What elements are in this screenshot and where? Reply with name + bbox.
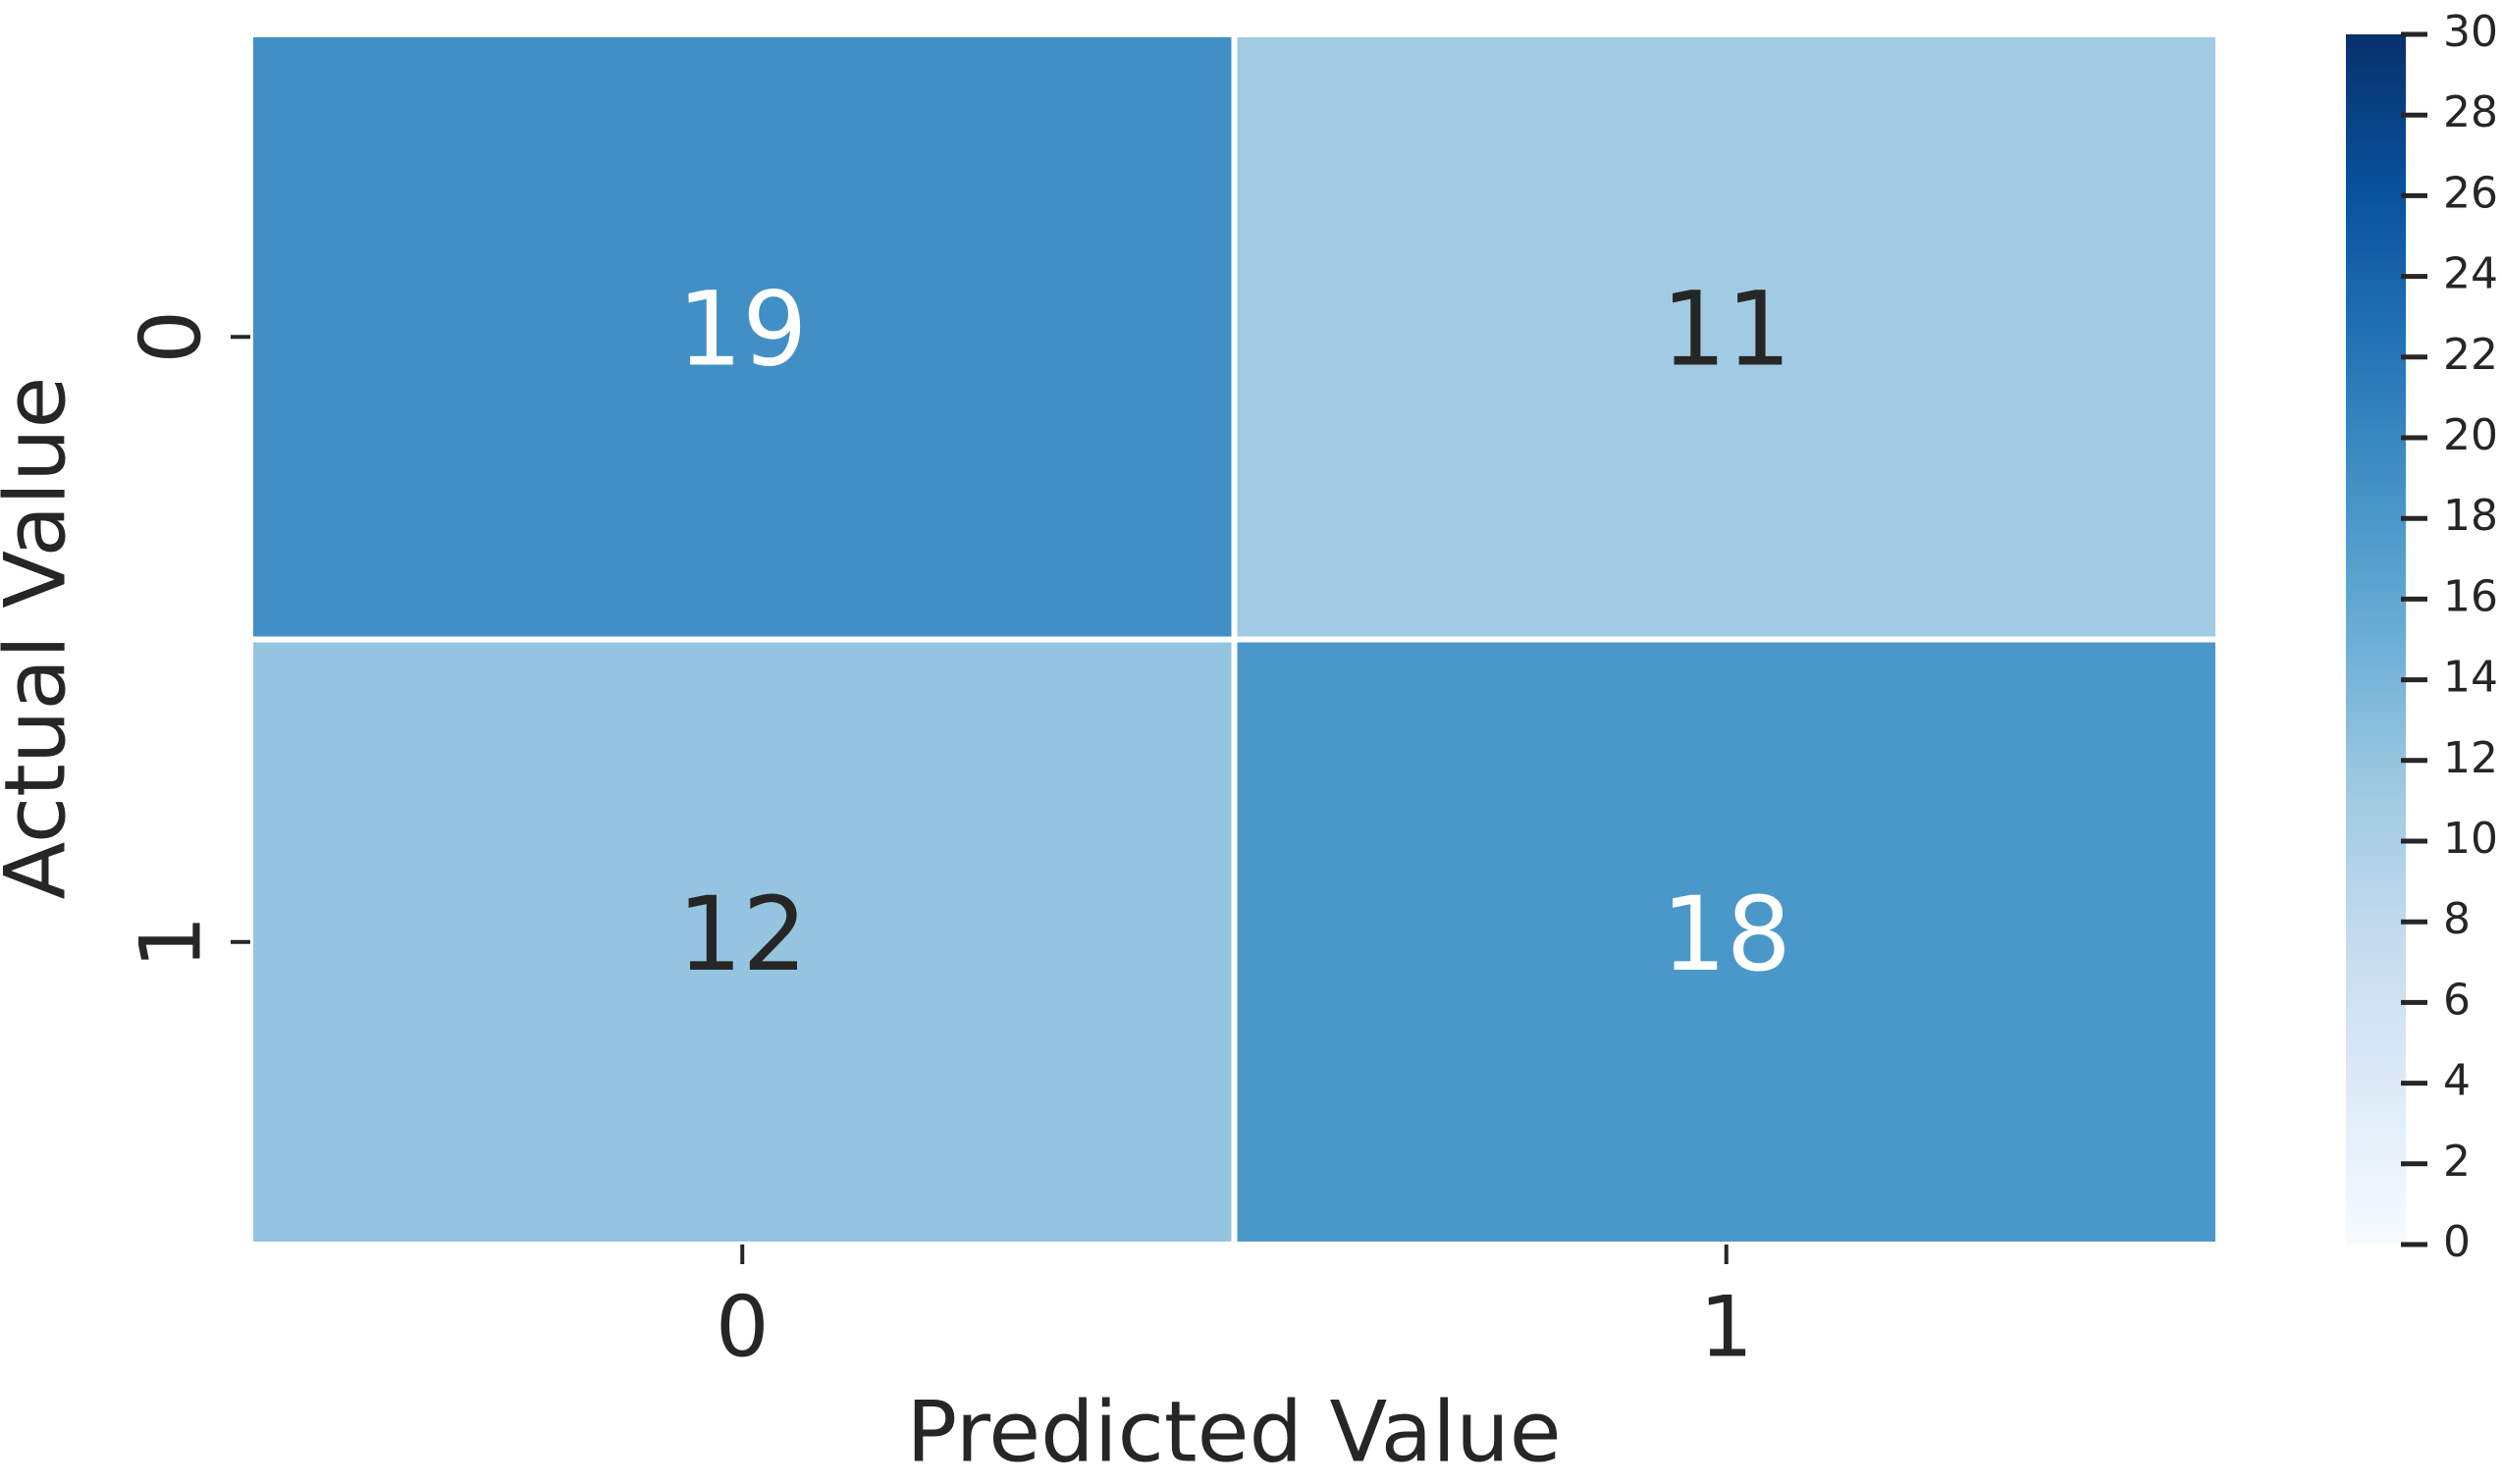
heatmap-cell (1231, 31, 2221, 643)
colorbar-tick-label: 30 (2443, 7, 2498, 57)
heatmap-cell (1231, 636, 2221, 1247)
colorbar-tick-label: 28 (2443, 87, 2498, 137)
y-tick-label: 1 (122, 915, 220, 969)
x-tick-label: 0 (716, 1278, 770, 1376)
colorbar (2346, 34, 2406, 1245)
colorbar-tick-label: 14 (2443, 653, 2498, 703)
colorbar-tick-label: 4 (2443, 1056, 2471, 1106)
y-tick-label: 0 (122, 310, 220, 364)
colorbar-tick-label: 2 (2443, 1137, 2471, 1187)
x-tick-label: 1 (1699, 1278, 1753, 1376)
colorbar-tick-label: 6 (2443, 975, 2471, 1025)
colorbar-tick-label: 16 (2443, 571, 2498, 621)
colorbar-tick-label: 8 (2443, 894, 2471, 944)
heatmap-cell (247, 636, 1238, 1247)
cell-label: 12 (677, 874, 807, 994)
colorbar-tick-label: 22 (2443, 330, 2498, 380)
colorbar-tick-label: 24 (2443, 249, 2498, 299)
colorbar-tick-label: 26 (2443, 168, 2498, 218)
x-axis-label: Predicted Value (906, 1383, 1561, 1481)
y-axis-label: Actual Value (0, 377, 84, 900)
colorbar-tick-label: 10 (2443, 814, 2498, 864)
colorbar-tick-label: 18 (2443, 491, 2498, 541)
cell-label: 19 (677, 270, 807, 390)
cell-label: 11 (1662, 270, 1791, 390)
cell-label: 18 (1662, 874, 1791, 994)
heatmap-cell (247, 31, 1238, 643)
colorbar-tick-label: 0 (2443, 1217, 2471, 1267)
colorbar-tick-label: 12 (2443, 733, 2498, 783)
colorbar-tick-label: 20 (2443, 410, 2498, 460)
